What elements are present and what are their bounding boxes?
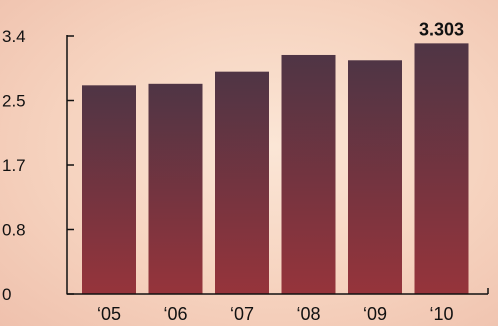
x-tick-label-2: ‘07 (230, 304, 254, 324)
bar-0 (82, 85, 136, 294)
axes (66, 35, 489, 295)
x-tick-label-3: ‘08 (296, 304, 320, 324)
data-label-5: 3.303 (419, 19, 464, 39)
bar-4 (348, 60, 402, 295)
y-tick-label-3: 2.5 (2, 92, 26, 111)
bar-3 (281, 54, 336, 295)
y-tick-label-0: 0 (2, 285, 11, 304)
x-tick-label-4: ‘09 (363, 304, 387, 324)
labels: ‘05 ‘06 ‘07 ‘08 ‘09 ‘10 3.303 0 0.8 1.7 2.5 3.4 (2, 19, 464, 324)
bar-1 (148, 83, 203, 295)
bar-2 (215, 71, 269, 294)
x-tick-label-1: ‘06 (163, 304, 187, 324)
x-tick-label-0: ‘05 (97, 304, 121, 324)
x-tick-label-5: ‘10 (429, 304, 453, 324)
bar-5 (414, 43, 469, 294)
bars (82, 43, 469, 295)
y-tick-label-1: 0.8 (2, 221, 26, 240)
y-tick-label-4: 3.4 (2, 27, 26, 46)
y-tick-label-2: 1.7 (2, 156, 26, 175)
